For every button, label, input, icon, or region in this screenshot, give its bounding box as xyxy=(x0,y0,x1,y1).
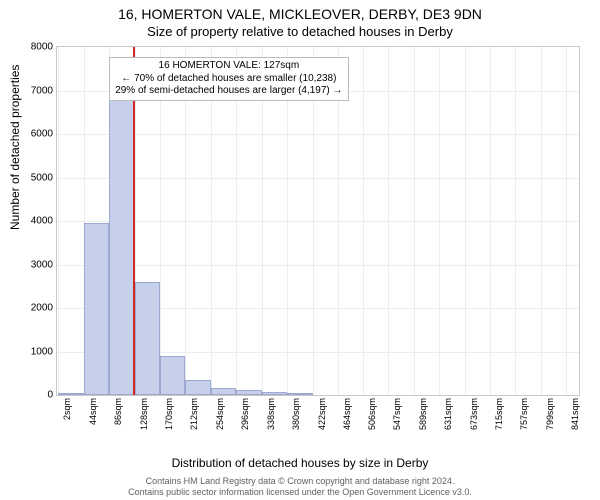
histogram-bar xyxy=(185,380,210,395)
histogram-bar xyxy=(160,356,185,395)
histogram-bar xyxy=(58,393,83,395)
xtick-label: 128sqm xyxy=(139,398,149,430)
xtick-label: 2sqm xyxy=(62,398,72,420)
gridline-v xyxy=(541,47,542,395)
gridline-v xyxy=(363,47,364,395)
annotation-line2: ← 70% of detached houses are smaller (10… xyxy=(115,73,342,86)
histogram-bar xyxy=(109,95,134,395)
gridline-v xyxy=(515,47,516,395)
xtick-label: 841sqm xyxy=(570,398,580,430)
ytick-label: 6000 xyxy=(31,129,53,140)
y-axis-label: Number of detached properties xyxy=(8,65,22,230)
gridline-v xyxy=(566,47,567,395)
gridline-v xyxy=(414,47,415,395)
plot-area: 0100020003000400050006000700080002sqm44s… xyxy=(56,46,580,396)
ytick-label: 2000 xyxy=(31,303,53,314)
annotation-box: 16 HOMERTON VALE: 127sqm ← 70% of detach… xyxy=(109,57,348,101)
xtick-label: 254sqm xyxy=(215,398,225,430)
annotation-line3: 29% of semi-detached houses are larger (… xyxy=(115,85,342,98)
ytick-label: 7000 xyxy=(31,85,53,96)
xtick-label: 86sqm xyxy=(113,398,123,425)
histogram-bar xyxy=(236,390,261,395)
ytick-label: 3000 xyxy=(31,259,53,270)
gridline-v xyxy=(439,47,440,395)
ytick-label: 0 xyxy=(47,390,53,401)
xtick-label: 44sqm xyxy=(88,398,98,425)
xtick-label: 673sqm xyxy=(469,398,479,430)
histogram-bar xyxy=(211,388,236,395)
annotation-line1: 16 HOMERTON VALE: 127sqm xyxy=(115,60,342,73)
gridline-v xyxy=(490,47,491,395)
footer-line1: Contains HM Land Registry data © Crown c… xyxy=(0,476,600,486)
gridline-v xyxy=(388,47,389,395)
xtick-label: 338sqm xyxy=(266,398,276,430)
xtick-label: 506sqm xyxy=(367,398,377,430)
xtick-label: 170sqm xyxy=(164,398,174,430)
gridline-v xyxy=(58,47,59,395)
ytick-label: 8000 xyxy=(31,42,53,53)
xtick-label: 631sqm xyxy=(443,398,453,430)
histogram-bar xyxy=(135,282,160,395)
ytick-label: 5000 xyxy=(31,172,53,183)
histogram-bar xyxy=(84,223,109,395)
x-axis-label: Distribution of detached houses by size … xyxy=(0,456,600,470)
ytick-label: 1000 xyxy=(31,346,53,357)
xtick-label: 296sqm xyxy=(240,398,250,430)
title-line1: 16, HOMERTON VALE, MICKLEOVER, DERBY, DE… xyxy=(0,6,600,22)
chart-container: 16, HOMERTON VALE, MICKLEOVER, DERBY, DE… xyxy=(0,0,600,500)
gridline-v xyxy=(465,47,466,395)
xtick-label: 589sqm xyxy=(418,398,428,430)
xtick-label: 547sqm xyxy=(392,398,402,430)
footer-line2: Contains public sector information licen… xyxy=(0,487,600,497)
xtick-label: 715sqm xyxy=(494,398,504,430)
histogram-bar xyxy=(262,392,287,395)
xtick-label: 212sqm xyxy=(189,398,199,430)
xtick-label: 422sqm xyxy=(317,398,327,430)
xtick-label: 757sqm xyxy=(519,398,529,430)
xtick-label: 380sqm xyxy=(291,398,301,430)
ytick-label: 4000 xyxy=(31,216,53,227)
xtick-label: 464sqm xyxy=(342,398,352,430)
xtick-label: 799sqm xyxy=(545,398,555,430)
title-line2: Size of property relative to detached ho… xyxy=(0,24,600,39)
histogram-bar xyxy=(287,393,312,395)
